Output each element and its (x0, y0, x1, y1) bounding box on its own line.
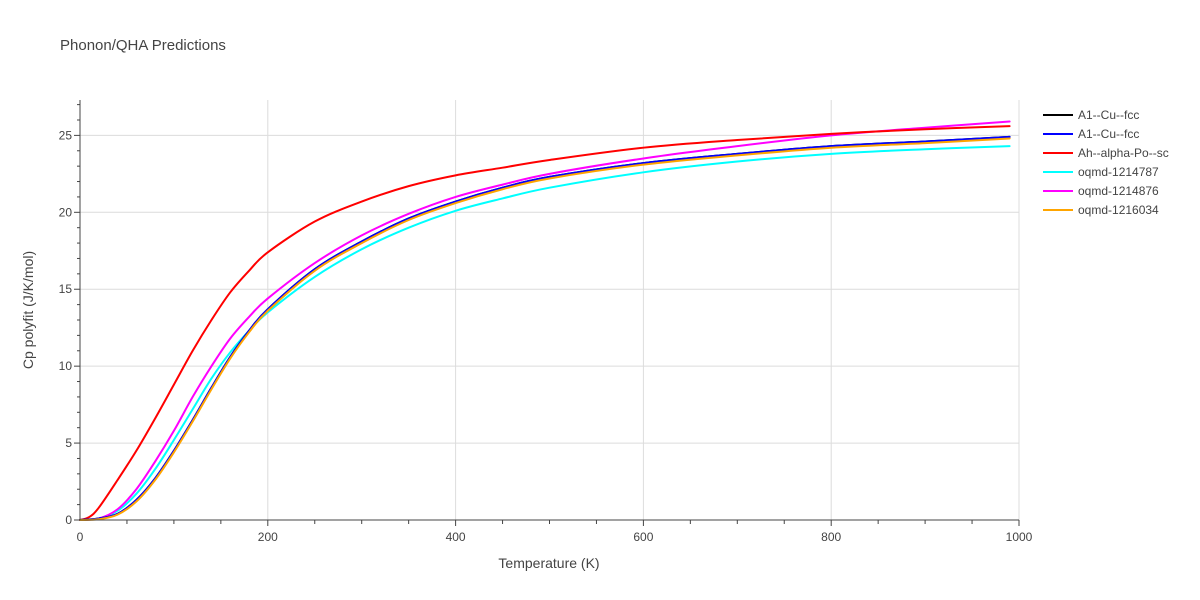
legend[interactable]: A1--Cu--fcc A1--Cu--fcc Ah--alpha-Po--sc oq… (1043, 108, 1169, 217)
legend-label: oqmd-1216034 (1078, 203, 1159, 217)
x-axis-title: Temperature (K) (498, 555, 599, 571)
plot-area (79, 120, 1011, 521)
legend-item[interactable]: oqmd-1216034 (1043, 203, 1159, 217)
series-line-oqmd-1216034 (79, 137, 1011, 521)
legend-label: oqmd-1214787 (1078, 165, 1159, 179)
x-tick-label: 400 (446, 530, 466, 544)
x-tick-label: 600 (633, 530, 653, 544)
y-tick-label: 25 (59, 128, 73, 142)
x-tick-label: 200 (258, 530, 278, 544)
legend-label: A1--Cu--fcc (1078, 127, 1139, 141)
x-tick-label: 0 (77, 530, 84, 544)
y-tick-label: 20 (59, 205, 73, 219)
legend-item[interactable]: oqmd-1214787 (1043, 165, 1159, 179)
y-axis-title: Cp polyfit (J/K/mol) (20, 251, 36, 369)
legend-item[interactable]: oqmd-1214876 (1043, 184, 1159, 198)
x-tick-label: 1000 (1006, 530, 1033, 544)
legend-label: oqmd-1214876 (1078, 184, 1159, 198)
y-tick-label: 15 (59, 282, 73, 296)
y-tick-label: 5 (65, 436, 72, 450)
legend-label: A1--Cu--fcc (1078, 108, 1139, 122)
series-line-a1-cu-fcc (79, 135, 1011, 521)
axes: 0 200 400 600 800 1000 0 5 10 15 20 25 (59, 100, 1033, 544)
series-line-a1-cu-fcc (79, 135, 1011, 521)
series-line-oqmd-1214876 (79, 120, 1011, 521)
series-line-oqmd-1214787 (79, 145, 1011, 521)
y-tick-label: 10 (59, 359, 73, 373)
legend-label: Ah--alpha-Po--sc (1078, 146, 1169, 160)
legend-item[interactable]: Ah--alpha-Po--sc (1043, 146, 1169, 160)
legend-item[interactable]: A1--Cu--fcc (1043, 108, 1139, 122)
x-tick-label: 800 (821, 530, 841, 544)
grid (80, 100, 1020, 520)
chart-title: Phonon/QHA Predictions (60, 37, 226, 54)
series-line-ah-alpha-po-sc (79, 125, 1011, 521)
legend-item[interactable]: A1--Cu--fcc (1043, 127, 1139, 141)
y-tick-label: 0 (65, 513, 72, 527)
